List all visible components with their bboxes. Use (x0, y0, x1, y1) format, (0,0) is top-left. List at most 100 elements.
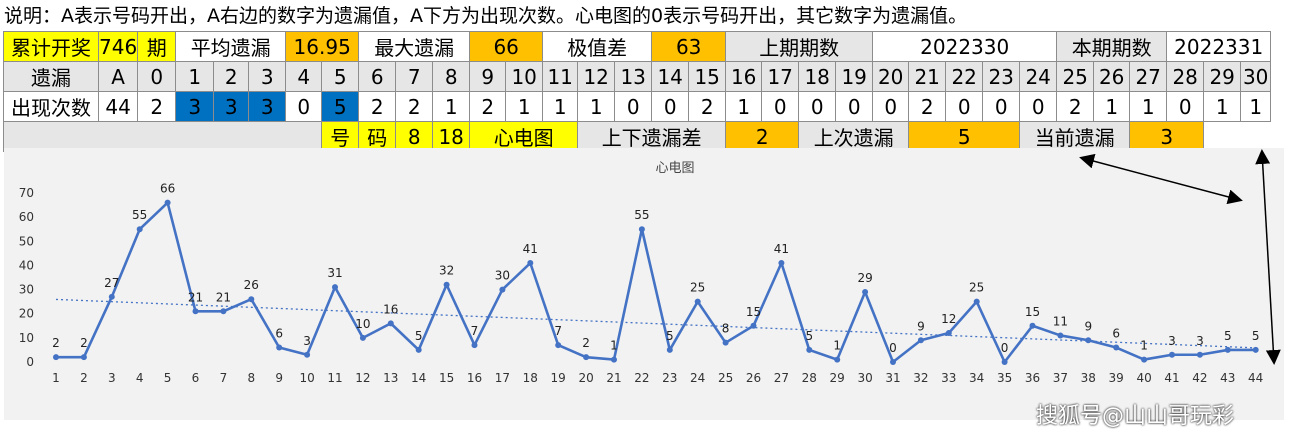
data-point (666, 346, 673, 353)
omission-header-cell: 2 (213, 61, 250, 92)
x-tick-label: 4 (136, 371, 144, 385)
occurrence-cell: 0 (1019, 91, 1058, 122)
description-note: 说明：A表示号码开出，A右边的数字为遗漏值，A下方为出现次数。心电图的0表示号码… (4, 5, 968, 27)
series-line (56, 201, 1256, 364)
data-point (387, 320, 394, 327)
occurrence-cell: 0 (872, 91, 910, 122)
x-tick-label: 32 (913, 371, 928, 385)
x-tick-label: 8 (247, 371, 255, 385)
x-tick-label: 18 (523, 371, 538, 385)
data-label: 66 (160, 182, 175, 196)
x-tick-label: 26 (746, 371, 761, 385)
x-tick-label: 30 (857, 371, 872, 385)
data-label: 5 (1224, 329, 1232, 343)
omission-header-cell: 13 (614, 61, 653, 92)
current-number-row: 号码 8 18 心电图 上下遗漏差 2 上次遗漏 5 当前遗漏 3 (2, 121, 1271, 152)
data-label: 9 (917, 319, 925, 333)
occurrence-cell: 0 (945, 91, 984, 122)
x-tick-label: 37 (1053, 371, 1068, 385)
occurrence-cell: 1 (505, 91, 544, 122)
stats-table: 累计开奖 746 期平均遗漏 16.95 最大遗漏 66 极值差 63 上期期数 2022330 本… (2, 31, 1272, 152)
occurrence-cell: 3 (213, 91, 250, 122)
x-tick-label: 31 (885, 371, 900, 385)
data-label: 2 (80, 336, 88, 350)
current-cell: 上下遗漏差 (577, 121, 727, 152)
occurrence-cell: 1 (1129, 91, 1168, 122)
x-tick-label: 25 (718, 371, 733, 385)
data-point (1169, 351, 1175, 358)
blank-cell (2, 121, 323, 152)
occurrence-cell: 5 (321, 91, 360, 122)
occurrence-cell: 1 (1093, 91, 1131, 122)
omission-header-cell: 0 (137, 61, 177, 92)
data-label: 55 (132, 208, 147, 222)
omission-header-cell: 15 (688, 61, 727, 92)
summary-cell: 746 (97, 31, 139, 62)
omission-header-cell: 20 (872, 61, 910, 92)
data-point (862, 288, 869, 295)
data-label: 21 (188, 290, 203, 304)
data-label: 1 (833, 339, 841, 353)
current-cell: 3 (1129, 121, 1205, 152)
data-label: 9 (1084, 319, 1092, 333)
data-point (555, 342, 562, 349)
omission-header-cell: 18 (798, 61, 837, 92)
summary-cell: 2022330 (872, 31, 1058, 62)
data-point (1196, 351, 1203, 358)
omission-header-cell: 10 (505, 61, 544, 92)
data-label: 3 (303, 334, 311, 348)
occurrence-cell: 0 (982, 91, 1021, 122)
data-point (527, 260, 534, 267)
y-tick-label: 10 (19, 331, 34, 345)
data-label: 5 (666, 329, 674, 343)
y-tick-label: 50 (19, 234, 34, 248)
occurrence-cell: 3 (248, 91, 287, 122)
omission-header-cell: 22 (945, 61, 984, 92)
occurrence-cell: 0 (1166, 91, 1205, 122)
x-tick-label: 44 (1248, 371, 1263, 385)
watermark: 搜狐号@山山哥玩彩 (1036, 404, 1235, 429)
data-point (973, 298, 980, 305)
occurrence-cell: 0 (614, 91, 653, 122)
data-label: 1 (610, 339, 618, 353)
data-label: 41 (774, 242, 789, 256)
summary-cell: 极值差 (542, 31, 653, 62)
occurrence-cell: 2 (1056, 91, 1095, 122)
x-tick-label: 23 (662, 371, 677, 385)
current-cell: 号 (321, 121, 360, 152)
x-tick-label: 42 (1192, 371, 1207, 385)
data-label: 21 (216, 290, 231, 304)
occurrence-cell: 44 (97, 91, 139, 122)
omission-header-cell: 7 (395, 61, 434, 92)
data-label: 3 (1168, 334, 1176, 348)
occurrence-cell: 2 (908, 91, 947, 122)
data-label: 15 (746, 305, 761, 319)
y-tick-label: 70 (19, 186, 34, 200)
data-point (722, 339, 729, 346)
data-point (1141, 356, 1148, 363)
data-label: 5 (805, 329, 813, 343)
data-point (192, 308, 199, 315)
omission-header-cell: 30 (1240, 61, 1272, 92)
omission-header-cell: 29 (1203, 61, 1242, 92)
annotation-arrow (1255, 149, 1281, 365)
current-cell: 码 (358, 121, 397, 152)
data-label: 15 (1025, 305, 1040, 319)
summary-cell: 最大遗漏 (358, 31, 471, 62)
occurrence-cell: 1 (725, 91, 763, 122)
omission-header-cell: 16 (725, 61, 763, 92)
x-tick-label: 12 (355, 371, 370, 385)
x-tick-label: 29 (830, 371, 845, 385)
data-point (1113, 344, 1120, 351)
data-label: 6 (275, 327, 283, 341)
data-label: 0 (889, 341, 897, 355)
current-cell: 8 (395, 121, 434, 152)
data-point (1252, 346, 1259, 353)
data-label: 10 (355, 317, 370, 331)
annotation-arrow (1079, 153, 1243, 205)
x-tick-label: 28 (802, 371, 817, 385)
omission-header-cell: 21 (908, 61, 947, 92)
ecg-chart-area: 心电图 0 10 20 30 40 50 60 70 1 2 3 4 5 6 7 8 9 10 11 12 13 14 15 1… (4, 148, 1284, 420)
data-point (583, 354, 590, 361)
